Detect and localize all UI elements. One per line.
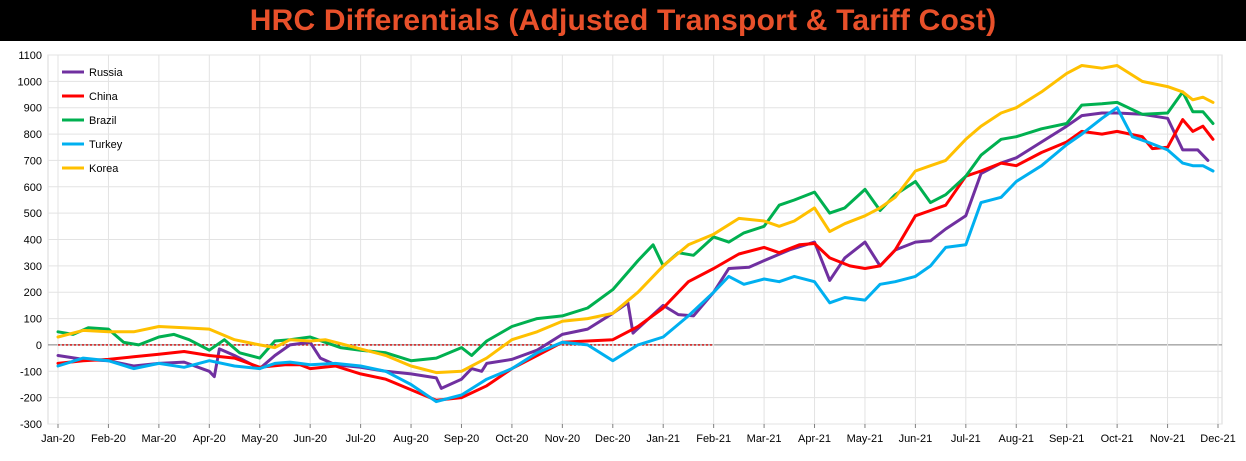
x-tick-label: Sep-21: [1049, 433, 1084, 445]
x-tick-label: Dec-21: [1200, 433, 1235, 445]
series-line-china: [56, 118, 1215, 402]
y-tick-label: 400: [24, 235, 42, 247]
x-tick-label: Dec-20: [595, 433, 630, 445]
x-tick-label: Nov-20: [545, 433, 580, 445]
series-line-brazil: [56, 90, 1215, 363]
x-tick-label: May-20: [241, 433, 278, 445]
x-tick-label: Nov-21: [1150, 433, 1185, 445]
y-tick-label: 300: [24, 261, 42, 273]
y-tick-label: 1100: [18, 50, 42, 62]
x-tick-label: Feb-21: [696, 433, 731, 445]
y-tick-label: 900: [24, 103, 42, 115]
x-tick-label: Aug-21: [999, 433, 1034, 445]
x-tick-label: Mar-21: [747, 433, 782, 445]
x-tick-label: May-21: [847, 433, 884, 445]
legend-label-turkey: Turkey: [89, 139, 123, 151]
y-tick-label: 0: [36, 340, 42, 352]
y-tick-label: 700: [24, 155, 42, 167]
y-tick-label: 200: [24, 287, 42, 299]
y-tick-label: 800: [24, 129, 42, 141]
legend-label-korea: Korea: [89, 163, 119, 175]
x-tick-label: Jan-21: [646, 433, 680, 445]
legend-label-russia: Russia: [89, 67, 124, 79]
y-tick-label: 500: [24, 208, 42, 220]
x-tick-label: Oct-21: [1101, 433, 1134, 445]
x-tick-label: Mar-20: [141, 433, 176, 445]
x-tick-label: Sep-20: [444, 433, 479, 445]
axis-layer: -300 -200 -100 0 100 200 300 400 500 600 700 800 900…: [18, 50, 1236, 445]
x-tick-label: Jun-21: [899, 433, 933, 445]
y-tick-label: 1000: [18, 76, 42, 88]
line-chart: -300 -200 -100 0 100 200 300 400 500 600 700 800 900…: [18, 50, 1236, 445]
series-line-korea: [56, 64, 1215, 375]
y-tick-label: 100: [24, 314, 42, 326]
y-tick-label: -100: [20, 366, 42, 378]
x-tick-label: Feb-20: [91, 433, 126, 445]
grid-layer: [47, 54, 1223, 425]
x-tick-label: Aug-20: [393, 433, 428, 445]
legend: Russia China Brazil Turkey Korea: [62, 67, 124, 175]
y-tick-label: -300: [20, 419, 42, 431]
x-tick-label: Jul-21: [951, 433, 981, 445]
x-tick-label: Jul-20: [346, 433, 376, 445]
title-bar: HRC Differentials (Adjusted Transport & …: [0, 0, 1246, 41]
x-tick-label: Jun-20: [293, 433, 327, 445]
x-tick-label: Oct-20: [495, 433, 528, 445]
x-tick-label: Apr-20: [193, 433, 226, 445]
y-tick-label: -200: [20, 393, 42, 405]
x-tick-label: Jan-20: [41, 433, 75, 445]
series-layer: [56, 64, 1215, 404]
series-line-turkey: [56, 106, 1215, 404]
y-tick-label: 600: [24, 182, 42, 194]
legend-label-china: China: [89, 91, 119, 103]
series-line-russia: [56, 111, 1210, 390]
chart-title: HRC Differentials (Adjusted Transport & …: [249, 3, 997, 37]
x-tick-label: Apr-21: [798, 433, 831, 445]
legend-label-brazil: Brazil: [89, 115, 117, 127]
